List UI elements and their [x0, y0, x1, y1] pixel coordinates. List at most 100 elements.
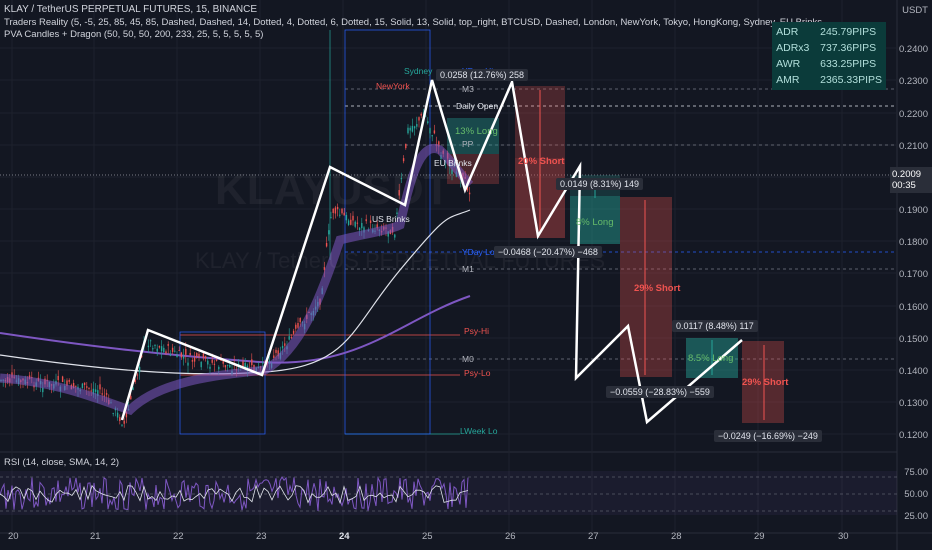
level-sydney: Sydney — [404, 66, 433, 76]
candle-body — [323, 267, 326, 270]
price-tick: 0.1200 — [898, 430, 928, 441]
candle-body — [295, 324, 297, 329]
time-tick: 28 — [671, 531, 682, 542]
candle-body — [189, 352, 191, 356]
candle-body — [284, 343, 286, 346]
candle-body — [196, 353, 198, 357]
ema-line — [0, 209, 471, 375]
candle-body — [88, 387, 90, 389]
candle-body — [275, 349, 277, 353]
candle-body — [398, 190, 400, 196]
candle-body — [387, 231, 389, 237]
candle-body — [288, 336, 290, 340]
candle-body — [350, 219, 352, 225]
candle-body — [90, 390, 92, 392]
price-tick: 0.1700 — [898, 269, 928, 280]
candle-body — [405, 143, 407, 149]
position-label: 20% Short — [518, 156, 565, 167]
measure-label[interactable]: −0.0249 (−16.69%) −249 — [714, 430, 822, 442]
position-box — [447, 118, 499, 154]
watermark-symbol: KLAYUSDT — [215, 165, 451, 214]
candle-body — [193, 357, 196, 362]
candle-body — [167, 344, 169, 346]
candle-body — [163, 347, 165, 353]
rsi-tick: 75.00 — [904, 467, 928, 478]
price-tick: 0.2400 — [898, 44, 928, 55]
price-tick: 0.1500 — [898, 334, 928, 345]
candle-body — [180, 352, 183, 358]
candle-body — [365, 219, 367, 222]
candle-body — [400, 178, 403, 180]
candle-body — [160, 346, 163, 352]
candle-body — [149, 340, 152, 342]
measure-label[interactable]: −0.0468 (−20.47%) −468 — [494, 246, 602, 258]
candle-body — [396, 212, 398, 214]
candle-body — [427, 121, 429, 124]
measure-label[interactable]: −0.0559 (−28.83%) −559 — [606, 386, 714, 398]
candle-body — [174, 350, 176, 352]
level-m0: M0 — [462, 354, 474, 364]
candle-body — [57, 375, 59, 381]
rsi-sma-line — [0, 484, 469, 505]
time-tick: 22 — [173, 531, 184, 542]
zigzag-projection — [120, 77, 743, 425]
indicator-pva-candles[interactable]: PVA Candles + Dragon (50, 50, 50, 200, 2… — [4, 29, 264, 40]
rsi-line — [0, 476, 469, 512]
candle-body — [136, 374, 139, 376]
candle-body — [165, 351, 167, 354]
candle-body — [116, 412, 119, 418]
candle-body — [429, 128, 431, 134]
candle-body — [152, 348, 154, 350]
candle-body — [198, 353, 200, 357]
position-label: 8% Long — [576, 217, 614, 228]
candle-body — [215, 359, 218, 361]
chart-title[interactable]: KLAY / TetherUS PERPETUAL FUTURES, 15, B… — [4, 4, 258, 15]
candle-body — [339, 214, 341, 216]
level-us-brinks: US Brinks — [372, 214, 410, 224]
sma-line — [0, 295, 471, 364]
candle-body — [134, 379, 136, 383]
stat-adrx3: ADRx3 737.36PIPS — [776, 42, 877, 54]
price-tick: 0.1400 — [898, 366, 928, 377]
candle-body — [356, 222, 359, 224]
candle-body — [251, 359, 253, 366]
candle-body — [334, 207, 337, 214]
indicator-traders-reality[interactable]: Traders Reality (5, -5, 25, 85, 45, 85, … — [4, 17, 824, 28]
candle-body — [121, 424, 123, 426]
position-box — [742, 341, 784, 423]
position-label: 8.5% Long — [688, 353, 734, 364]
candle-body — [169, 354, 172, 356]
measure-label[interactable]: 0.0258 (12.76%) 258 — [436, 69, 529, 81]
position-label: 13% Long — [455, 126, 498, 137]
candle-body — [207, 360, 209, 365]
candle-body — [468, 192, 471, 195]
candle-body — [292, 330, 295, 334]
candle-body — [158, 346, 161, 348]
candle-body — [187, 362, 189, 366]
rsi-indicator-label[interactable]: RSI (14, close, SMA, 14, 2) — [4, 457, 120, 468]
level-m1: M1 — [462, 264, 474, 274]
candle-body — [273, 355, 275, 358]
candle-body — [202, 353, 205, 358]
candle-body — [81, 383, 84, 389]
candle-body — [99, 384, 101, 390]
candle-body — [185, 348, 187, 355]
candle-body — [416, 124, 418, 127]
price-tick: 0.2100 — [898, 141, 928, 152]
candle-body — [336, 206, 339, 210]
candle-body — [418, 117, 420, 121]
dragon-ribbon — [0, 144, 474, 416]
candle-body — [68, 380, 70, 382]
candle-body — [105, 393, 108, 395]
candle-body — [363, 227, 365, 233]
candle-body — [226, 364, 229, 366]
candle-body — [330, 217, 332, 219]
measure-label[interactable]: 0.0149 (8.31%) 149 — [556, 178, 644, 190]
candle-body — [343, 212, 345, 216]
candle-body — [424, 115, 427, 117]
candle-body — [409, 127, 411, 131]
candle-body — [376, 224, 378, 229]
candle-body — [211, 359, 213, 363]
measure-label[interactable]: 0.0117 (8.48%) 117 — [672, 320, 758, 332]
